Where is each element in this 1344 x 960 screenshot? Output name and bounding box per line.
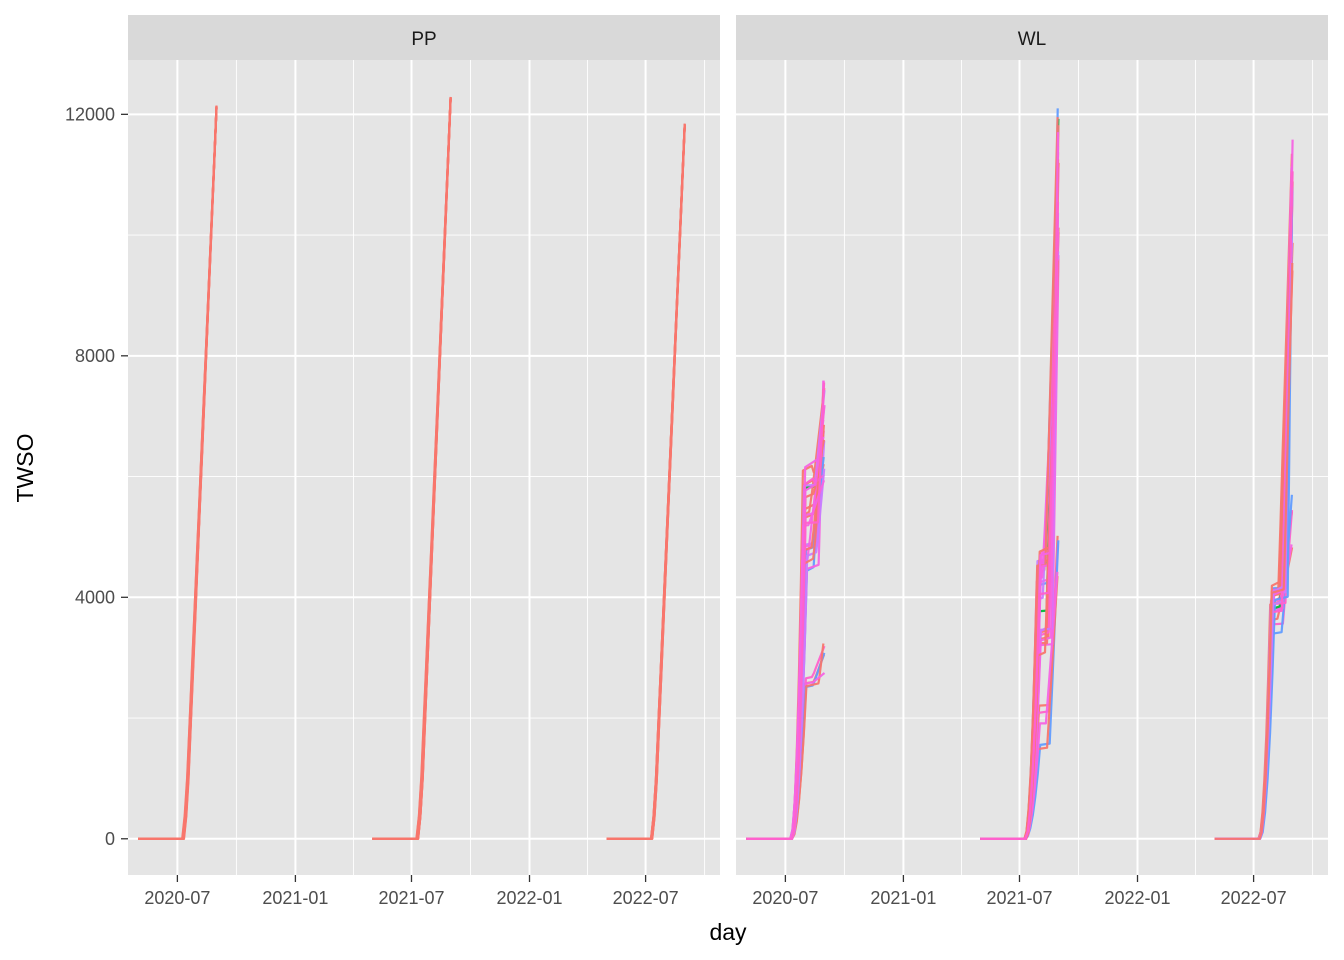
facet-panel-wl: WL 2020-07 2021-01 2021-07 2022-01 2022-07 — [736, 15, 1328, 908]
series-line — [372, 96, 452, 840]
x-tick-label: 2020-07 — [752, 888, 818, 908]
series-line — [746, 382, 826, 840]
series-line — [1214, 262, 1294, 840]
x-tick-label: 2022-07 — [613, 888, 679, 908]
series-line — [138, 107, 218, 840]
y-tick-label: 0 — [105, 829, 115, 849]
x-tick-label: 2021-01 — [870, 888, 936, 908]
y-tick-label: 8000 — [75, 346, 115, 366]
x-tick-label: 2020-07 — [144, 888, 210, 908]
x-tick-label: 2022-01 — [496, 888, 562, 908]
facet-strip — [128, 15, 720, 60]
y-tick-label: 4000 — [75, 587, 115, 607]
series-line — [606, 126, 686, 840]
x-tick-label: 2022-07 — [1221, 888, 1287, 908]
facet-panels: PP 2020-07 2021-01 2021-07 2022-01 2022-07 WL 2… — [128, 15, 1328, 908]
y-tick-label: 12000 — [65, 104, 115, 124]
y-axis-title: TWSO — [12, 434, 38, 503]
facet-strip-label: WL — [1018, 29, 1047, 50]
x-axis-title: day — [709, 919, 747, 945]
series-line — [980, 202, 1060, 840]
x-tick-label: 2021-07 — [378, 888, 444, 908]
facet-panel-pp: PP 2020-07 2021-01 2021-07 2022-01 2022-07 — [128, 15, 720, 908]
y-axis-ticks: 0 4000 8000 12000 — [65, 104, 128, 849]
x-tick-label: 2021-01 — [262, 888, 328, 908]
facet-strip — [736, 15, 1328, 60]
x-tick-label: 2022-01 — [1104, 888, 1170, 908]
facet-strip-label: PP — [411, 29, 436, 50]
y-axis-title-group: TWSO — [12, 434, 38, 503]
x-tick-label: 2021-07 — [986, 888, 1052, 908]
